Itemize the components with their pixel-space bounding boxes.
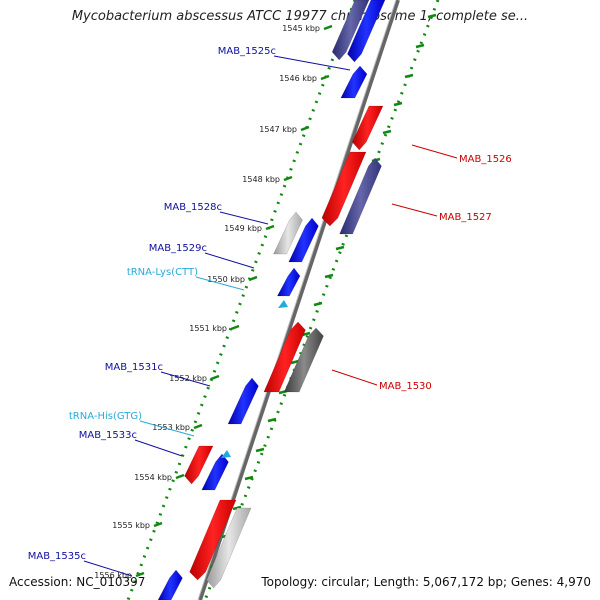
tick-label: 1554 kbp [134,473,172,482]
track-dash [427,13,437,19]
gene-feature[interactable] [201,453,229,491]
tick-mark [230,324,240,331]
gene-label[interactable]: MAB_1526 [459,154,512,165]
accession-label: Accession: NC_010397 [9,575,146,589]
gene-feature[interactable] [157,569,183,600]
gene-feature[interactable] [276,267,301,297]
label-leader [83,560,133,577]
genome-summary: Topology: circular; Length: 5,067,172 bp… [261,575,591,589]
track-dash [313,301,323,307]
tick-mark [135,571,145,578]
tick-label: 1555 kbp [112,521,150,530]
tick-mark [248,275,258,282]
label-leader [195,276,245,291]
gene-feature[interactable] [331,0,370,61]
gene-feature[interactable] [321,151,367,227]
track-dash [335,245,345,251]
label-leader [139,420,195,437]
tick-mark [265,224,275,231]
gene-feature[interactable] [340,65,368,99]
gene-feature[interactable] [206,507,252,589]
gene-label[interactable]: MAB_1530 [379,381,432,392]
gene-feature[interactable] [184,445,214,485]
label-leader [219,211,269,225]
gene-label[interactable]: MAB_1529c [149,243,207,254]
tick-mark [320,74,330,81]
track-dash [393,101,403,107]
label-leader [391,203,438,217]
track-dash [382,129,392,135]
track-dash [267,417,277,423]
tick-label: 1545 kbp [282,24,320,33]
label-leader [134,439,183,457]
tick-mark [175,473,185,480]
trna-feature[interactable] [278,300,288,308]
gene-feature[interactable] [263,321,306,393]
tick-label: 1547 kbp [259,125,297,134]
gene-feature[interactable] [288,217,319,263]
tick-label: 1548 kbp [242,175,280,184]
tick-mark [153,521,163,528]
gene-feature[interactable] [189,499,237,581]
label-leader [160,371,211,387]
track-dash [244,475,254,481]
map-title: Mycobacterium abscessus ATCC 19977 chrom… [71,9,529,24]
tick-label: 1556 kbp [94,571,132,580]
tick-label: 1546 kbp [279,74,317,83]
trna-feature[interactable] [221,450,231,458]
gene-feature[interactable] [283,327,324,393]
ruler-ticks: 1545 kbp 1546 kbp 1547 kbp 1548 kbp 1549 kbp… [94,13,437,580]
track-dash [415,43,425,49]
gene-feature[interactable] [347,0,386,63]
tick-label: 1549 kbp [224,224,262,233]
gene-feature[interactable] [227,377,259,425]
label-leader [204,252,255,269]
tick-label: 1550 kbp [207,275,245,284]
tick-label: 1551 kbp [189,324,227,333]
gene-label[interactable]: tRNA-Lys(CTT) [127,267,198,278]
gene-labels: MAB_1525c MAB_1528c MAB_1529c tRNA-Lys(CTT)… [28,46,512,577]
gene-feature[interactable] [339,157,382,235]
tick-label: 1552 kbp [169,374,207,383]
label-leader [411,144,458,159]
gene-label[interactable]: MAB_1527 [439,212,492,223]
track-dash [255,447,265,453]
track-dash [404,73,414,79]
gene-label[interactable]: MAB_1528c [164,202,222,213]
gene-feature[interactable] [273,211,303,255]
tick-label: 1553 kbp [152,423,190,432]
tick-mark [283,175,293,182]
tick-mark [300,125,310,132]
gene-label[interactable]: MAB_1525c [218,46,276,57]
tick-mark [193,423,203,430]
track-dash [324,273,334,279]
gene-features [157,0,386,600]
tick-mark [210,374,220,381]
gene-label[interactable]: tRNA-His(GTG) [69,411,142,422]
gene-label[interactable]: MAB_1531c [105,362,163,373]
label-leader [273,55,351,71]
label-leader [331,369,378,386]
gene-feature[interactable] [351,105,384,151]
tick-mark [323,24,333,31]
gene-label[interactable]: MAB_1535c [28,551,86,562]
gene-label[interactable]: MAB_1533c [79,430,137,441]
